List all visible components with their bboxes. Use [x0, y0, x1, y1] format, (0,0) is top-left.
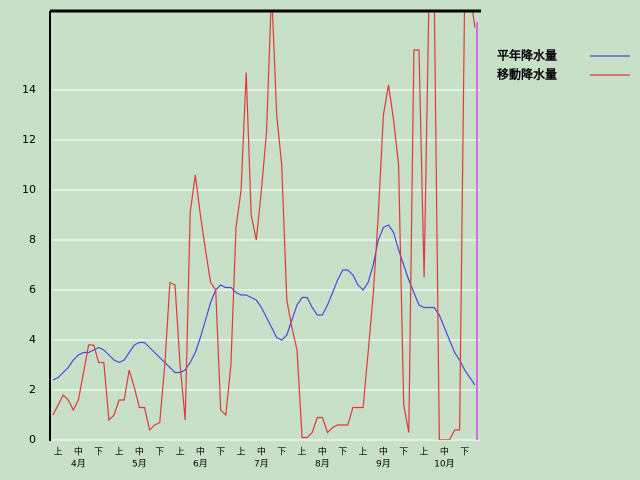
month-label: 4月 — [71, 459, 86, 470]
x-tick-label: 下 — [460, 448, 469, 458]
y-tick-label: 2 — [29, 383, 36, 396]
month-label: 9月 — [376, 459, 391, 470]
x-tick-label: 中 — [135, 446, 144, 458]
x-tick-label: 上 — [237, 447, 246, 458]
x-tick-label: 上 — [115, 447, 124, 458]
x-tick-label: 下 — [94, 448, 103, 458]
x-tick-label: 上 — [298, 447, 307, 458]
y-tick-label: 4 — [29, 333, 36, 346]
series-line — [52, 12, 476, 440]
x-tick-label: 下 — [277, 448, 286, 458]
x-tick-label: 中 — [74, 446, 83, 458]
x-tick-label: 中 — [379, 446, 388, 458]
y-tick-label: 6 — [29, 283, 36, 296]
x-tick-label: 中 — [318, 446, 327, 458]
legend-label: 移動降水量 — [497, 67, 557, 82]
month-label: 7月 — [254, 459, 269, 470]
month-label: 8月 — [315, 459, 330, 470]
y-tick-label: 12 — [22, 133, 36, 146]
grid — [50, 89, 480, 441]
x-tick-label: 上 — [359, 447, 368, 458]
x-tick-label: 上 — [176, 447, 185, 458]
y-tick-label: 14 — [22, 83, 36, 96]
y-tick-label: 0 — [29, 433, 36, 446]
plot-lines — [52, 12, 476, 440]
y-tick-label: 8 — [29, 233, 36, 246]
month-label: 10月 — [434, 459, 454, 470]
x-tick-label: 上 — [54, 447, 63, 458]
x-tick-label: 下 — [155, 448, 164, 458]
series-line — [52, 224, 476, 386]
month-label: 5月 — [132, 459, 147, 470]
labels: 02468101214上中下上中下上中下上中下上中下上中下上中下4月 5月 6月 7月… — [22, 83, 469, 470]
x-tick-label: 下 — [216, 448, 225, 458]
x-tick-label: 中 — [257, 446, 266, 458]
y-tick-label: 10 — [22, 183, 36, 196]
x-tick-label: 上 — [420, 447, 429, 458]
month-label: 6月 — [193, 459, 208, 470]
legend-label: 平年降水量 — [497, 48, 557, 63]
x-tick-label: 下 — [399, 448, 408, 458]
x-tick-label: 中 — [196, 446, 205, 458]
x-tick-label: 下 — [338, 448, 347, 458]
x-tick-label: 中 — [440, 446, 449, 458]
